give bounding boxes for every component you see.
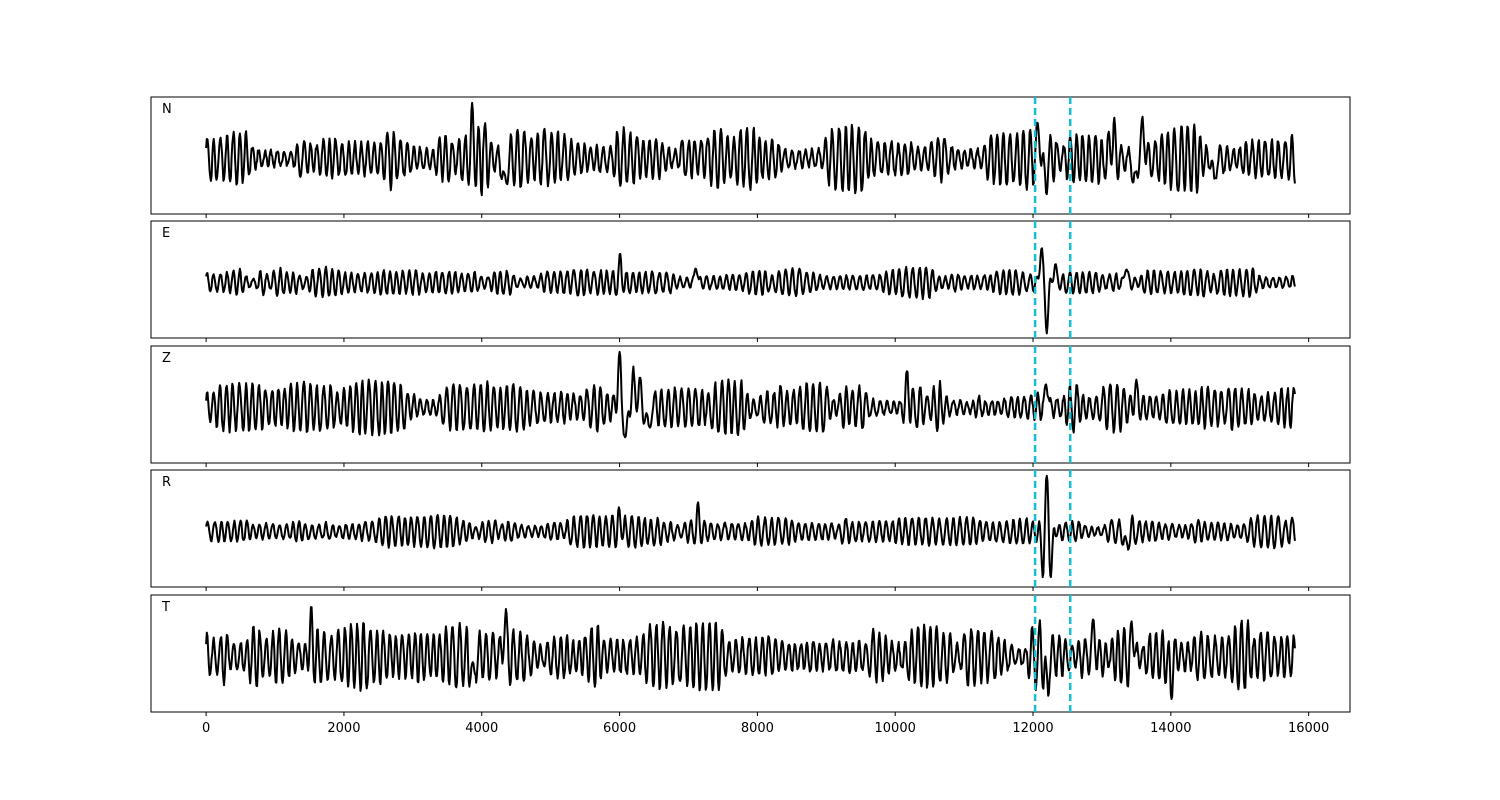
- x-tick-label: 2000: [327, 721, 360, 736]
- panel-e: E: [150, 220, 1351, 342]
- x-tick-label: 10000: [875, 721, 916, 736]
- waveform-z: [205, 350, 1296, 439]
- panel-t: T: [150, 594, 1351, 716]
- panel-label: N: [162, 102, 172, 117]
- panel-n: N: [150, 96, 1351, 218]
- x-tick-label: 6000: [603, 721, 636, 736]
- waveform-panels: N E Z R T: [150, 96, 1351, 716]
- panel-r: R: [150, 469, 1351, 591]
- panel-z: Z: [150, 345, 1351, 467]
- panel-frame: [150, 220, 1351, 339]
- x-tick-label: 8000: [741, 721, 774, 736]
- x-axis: 0 2000 4000 6000 8000 10000 12000 14000 16000: [202, 721, 1329, 736]
- waveform-e: [205, 247, 1296, 335]
- panel-label: Z: [162, 351, 171, 366]
- x-tick-label: 4000: [465, 721, 498, 736]
- x-tick-label: 14000: [1150, 721, 1191, 736]
- waveform-r: [205, 474, 1296, 579]
- panel-label: E: [162, 226, 170, 241]
- x-tick-label: 12000: [1012, 721, 1053, 736]
- waveform-t: [205, 606, 1296, 700]
- waveform-n: [205, 101, 1296, 197]
- x-tick-label: 0: [202, 721, 210, 736]
- panel-label: T: [161, 600, 170, 615]
- panel-frame: [150, 594, 1351, 713]
- panel-frame: [150, 469, 1351, 588]
- x-tick-label: 16000: [1288, 721, 1329, 736]
- panel-frame: [150, 96, 1351, 215]
- panel-frame: [150, 345, 1351, 464]
- panel-label: R: [162, 475, 171, 490]
